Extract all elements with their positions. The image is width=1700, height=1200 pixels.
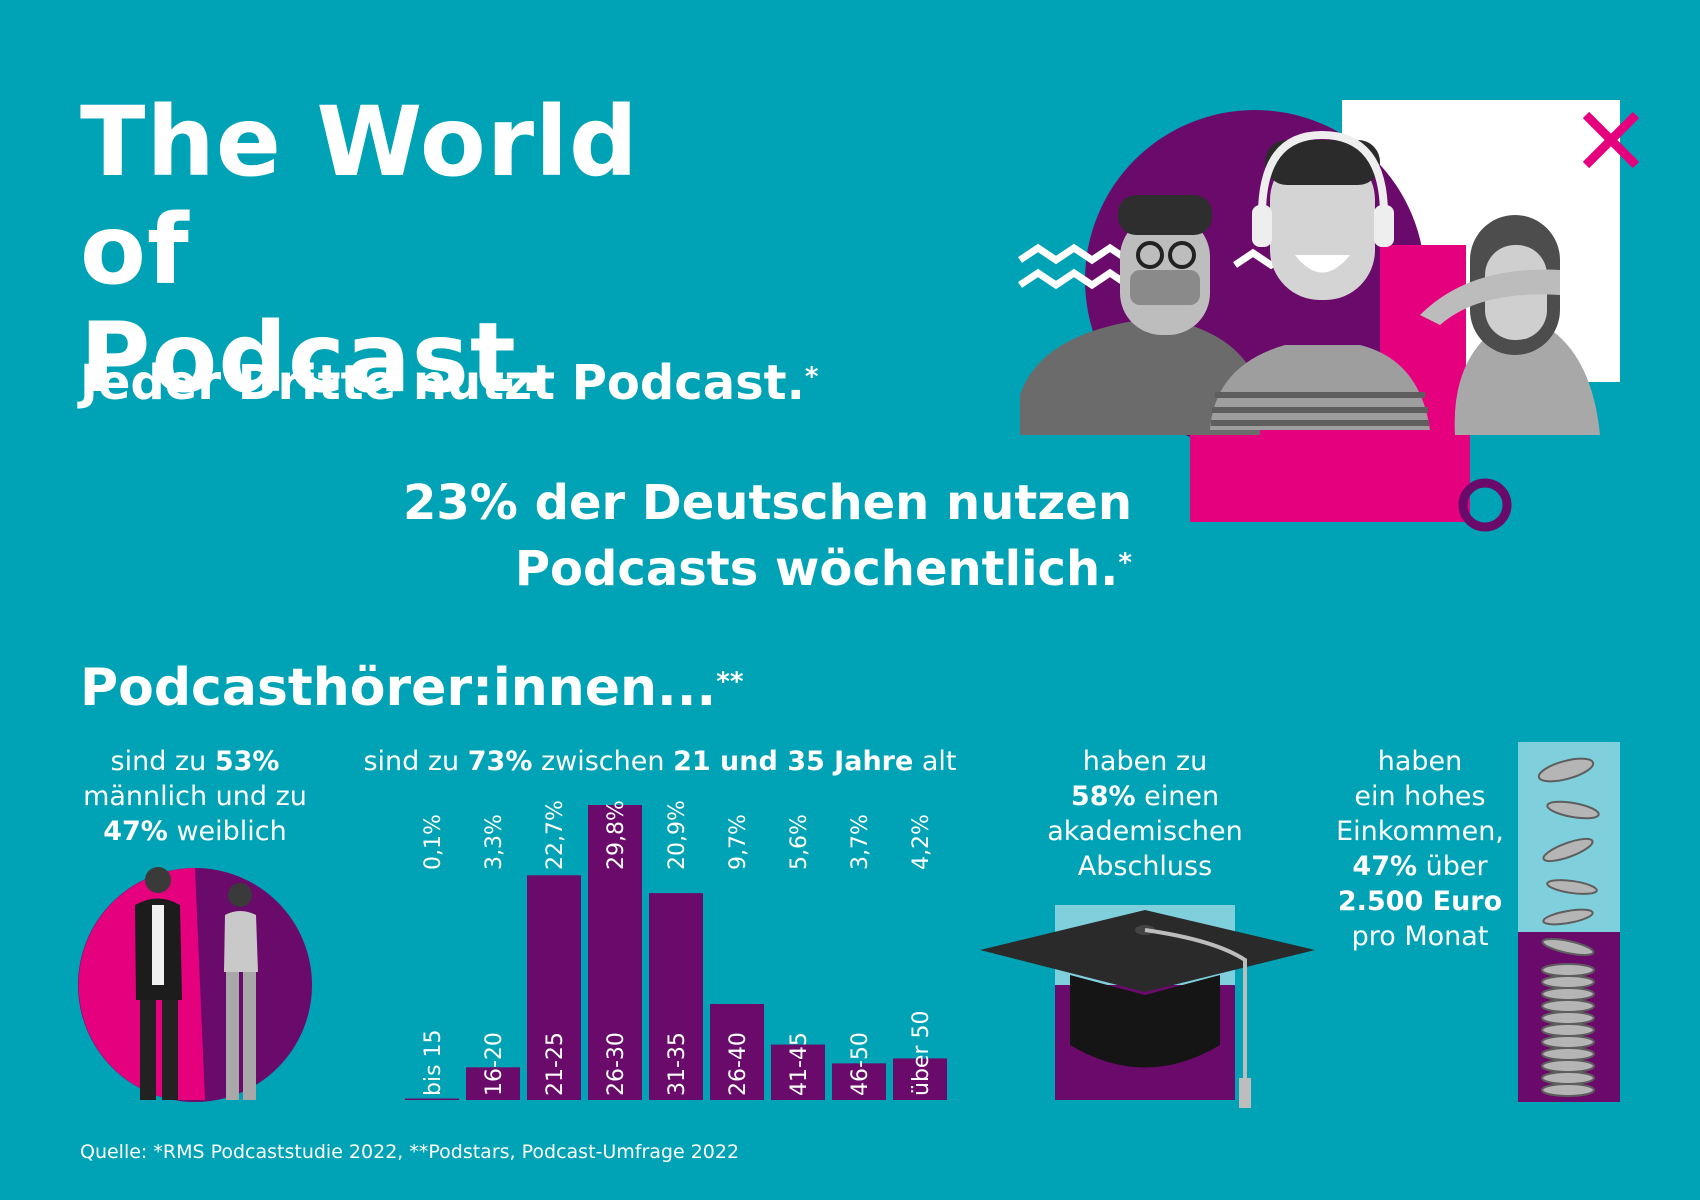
headline-one-third-text: Jeder Dritte nutzt Podcast. — [80, 355, 805, 411]
footnote-stars: ** — [716, 667, 744, 697]
category-label-9: über 50 — [909, 1011, 934, 1096]
man-figure — [135, 867, 182, 1100]
title-line-2: Podcast. — [80, 302, 555, 414]
gender-text-2: männlich und zu — [83, 781, 307, 812]
bar-7 — [771, 1044, 825, 1100]
income-text-2: ein hohes — [1354, 781, 1486, 812]
education-text-3: akademischen — [1047, 816, 1243, 847]
section-title: Podcasthörer:innen...** — [80, 655, 744, 721]
ring-icon — [1458, 478, 1512, 532]
headline-weekly-line-1: 23% der Deutschen nutzen — [403, 475, 1132, 531]
income-text-3: Einkommen, — [1336, 816, 1504, 847]
education-text-2: einen — [1135, 781, 1220, 812]
gender-text-3: weiblich — [167, 816, 287, 847]
category-label-8: 46-50 — [848, 1032, 873, 1096]
podcast-listeners-collage — [1018, 100, 1640, 532]
headline-weekly: 23% der Deutschen nutzen Podcasts wöchen… — [280, 470, 1132, 602]
listener-woman-laughing — [1420, 215, 1600, 435]
value-label-2: 3,3% — [482, 814, 507, 870]
category-label-2: 16-20 — [482, 1032, 507, 1096]
graduation-cap-icon — [980, 905, 1315, 1108]
age-bar-chart: bis 15 0,1% 16-20 3,3% 21-25 22,7% 26-30 29,8% 3… — [400, 790, 960, 1109]
section-title-text: Podcasthörer:innen... — [80, 658, 717, 718]
education-text-1: haben zu — [1082, 746, 1208, 777]
page-title: The World of Podcast. — [80, 88, 780, 412]
income-text-4: über — [1417, 851, 1488, 882]
education-share: 58% — [1070, 781, 1136, 812]
bar-4 — [588, 805, 642, 1100]
coin-stack-icon — [1518, 742, 1620, 1102]
category-label-1: bis 15 — [421, 1029, 446, 1096]
headline-weekly-line-2: Podcasts wöchentlich.* — [280, 536, 1132, 602]
category-label-6: 26-40 — [726, 1032, 751, 1096]
category-label-5: 31-35 — [665, 1032, 690, 1096]
listener-man-glasses — [1020, 195, 1260, 435]
footnote-star: * — [804, 362, 819, 392]
category-label-7: 41-45 — [787, 1032, 812, 1096]
bar-5 — [649, 893, 703, 1100]
income-share: 47% — [1352, 851, 1418, 882]
value-label-9: 4,2% — [909, 814, 934, 870]
value-label-3: 22,7% — [543, 800, 568, 870]
headline-weekly-line-2-text: Podcasts wöchentlich. — [514, 541, 1119, 597]
bar-1 — [405, 1098, 459, 1100]
gender-text-1: sind zu — [110, 746, 215, 777]
education-text-4: Abschluss — [1077, 851, 1213, 882]
female-share: 47% — [103, 816, 168, 847]
age-caption: sind zu 73% zwischen 21 und 35 Jahre alt — [350, 744, 970, 779]
bar-9 — [893, 1058, 947, 1100]
bar-6 — [710, 1003, 764, 1100]
value-label-6: 9,7% — [726, 814, 751, 870]
value-label-8: 3,7% — [848, 814, 873, 870]
source-note: Quelle: *RMS Podcaststudie 2022, **Podst… — [80, 1141, 740, 1163]
gender-caption: sind zu 53% männlich und zu 47% weiblich — [70, 744, 320, 849]
bar-8 — [832, 1063, 886, 1100]
age-bar-chart-svg: bis 15 0,1% 16-20 3,3% 21-25 22,7% 26-30 29,8% 3… — [405, 800, 947, 1100]
value-label-1: 0,1% — [421, 814, 446, 870]
headline-one-third: Jeder Dritte nutzt Podcast.* — [80, 350, 818, 416]
income-text-5: pro Monat — [1351, 921, 1489, 952]
close-x-icon — [1582, 111, 1640, 169]
woman-figure — [224, 883, 258, 1100]
listener-man-headphones — [1210, 130, 1430, 430]
category-label-3: 21-25 — [543, 1032, 568, 1096]
age-range: 21 und 35 Jahre — [673, 746, 914, 777]
title-line-1: The World of — [80, 86, 639, 306]
bar-3 — [527, 875, 581, 1100]
male-share: 53% — [214, 746, 280, 777]
income-text-1: haben — [1377, 746, 1463, 777]
category-label-4: 26-30 — [604, 1032, 629, 1096]
education-caption: haben zu 58% einen akademischen Abschlus… — [1015, 744, 1275, 884]
footnote-star: * — [1118, 548, 1132, 578]
age-text-1: sind zu — [363, 746, 468, 777]
bar-2 — [466, 1067, 520, 1100]
value-label-7: 5,6% — [787, 814, 812, 870]
age-text-3: alt — [913, 746, 957, 777]
age-share: 73% — [467, 746, 533, 777]
man-woman-pie-icon — [78, 867, 312, 1102]
age-text-2: zwischen — [532, 746, 674, 777]
value-label-5: 20,9% — [665, 800, 690, 870]
income-caption: haben ein hohes Einkommen, 47% über 2.50… — [1325, 744, 1515, 954]
income-amount: 2.500 Euro — [1337, 886, 1503, 917]
value-label-4: 29,8% — [604, 800, 629, 870]
